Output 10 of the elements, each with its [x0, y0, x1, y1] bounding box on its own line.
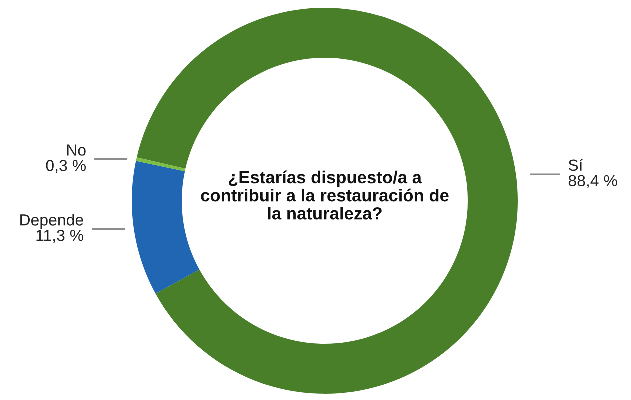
donut-slice: [136, 158, 186, 172]
donut-slice: [132, 161, 200, 294]
slice-label: Depende: [20, 214, 84, 229]
donut-slice: [136, 8, 518, 394]
text: ¿Estarías dispuesto/a a contribuir a la restauración de la naturaleza?: [201, 170, 449, 220]
slice-label: No: [67, 144, 86, 156]
data-label: 88,4 %: [568, 175, 618, 188]
data-label: 11,3 %: [36, 230, 84, 244]
slice-label: Sí: [568, 159, 584, 172]
data-label: 0,3 %: [46, 160, 86, 174]
